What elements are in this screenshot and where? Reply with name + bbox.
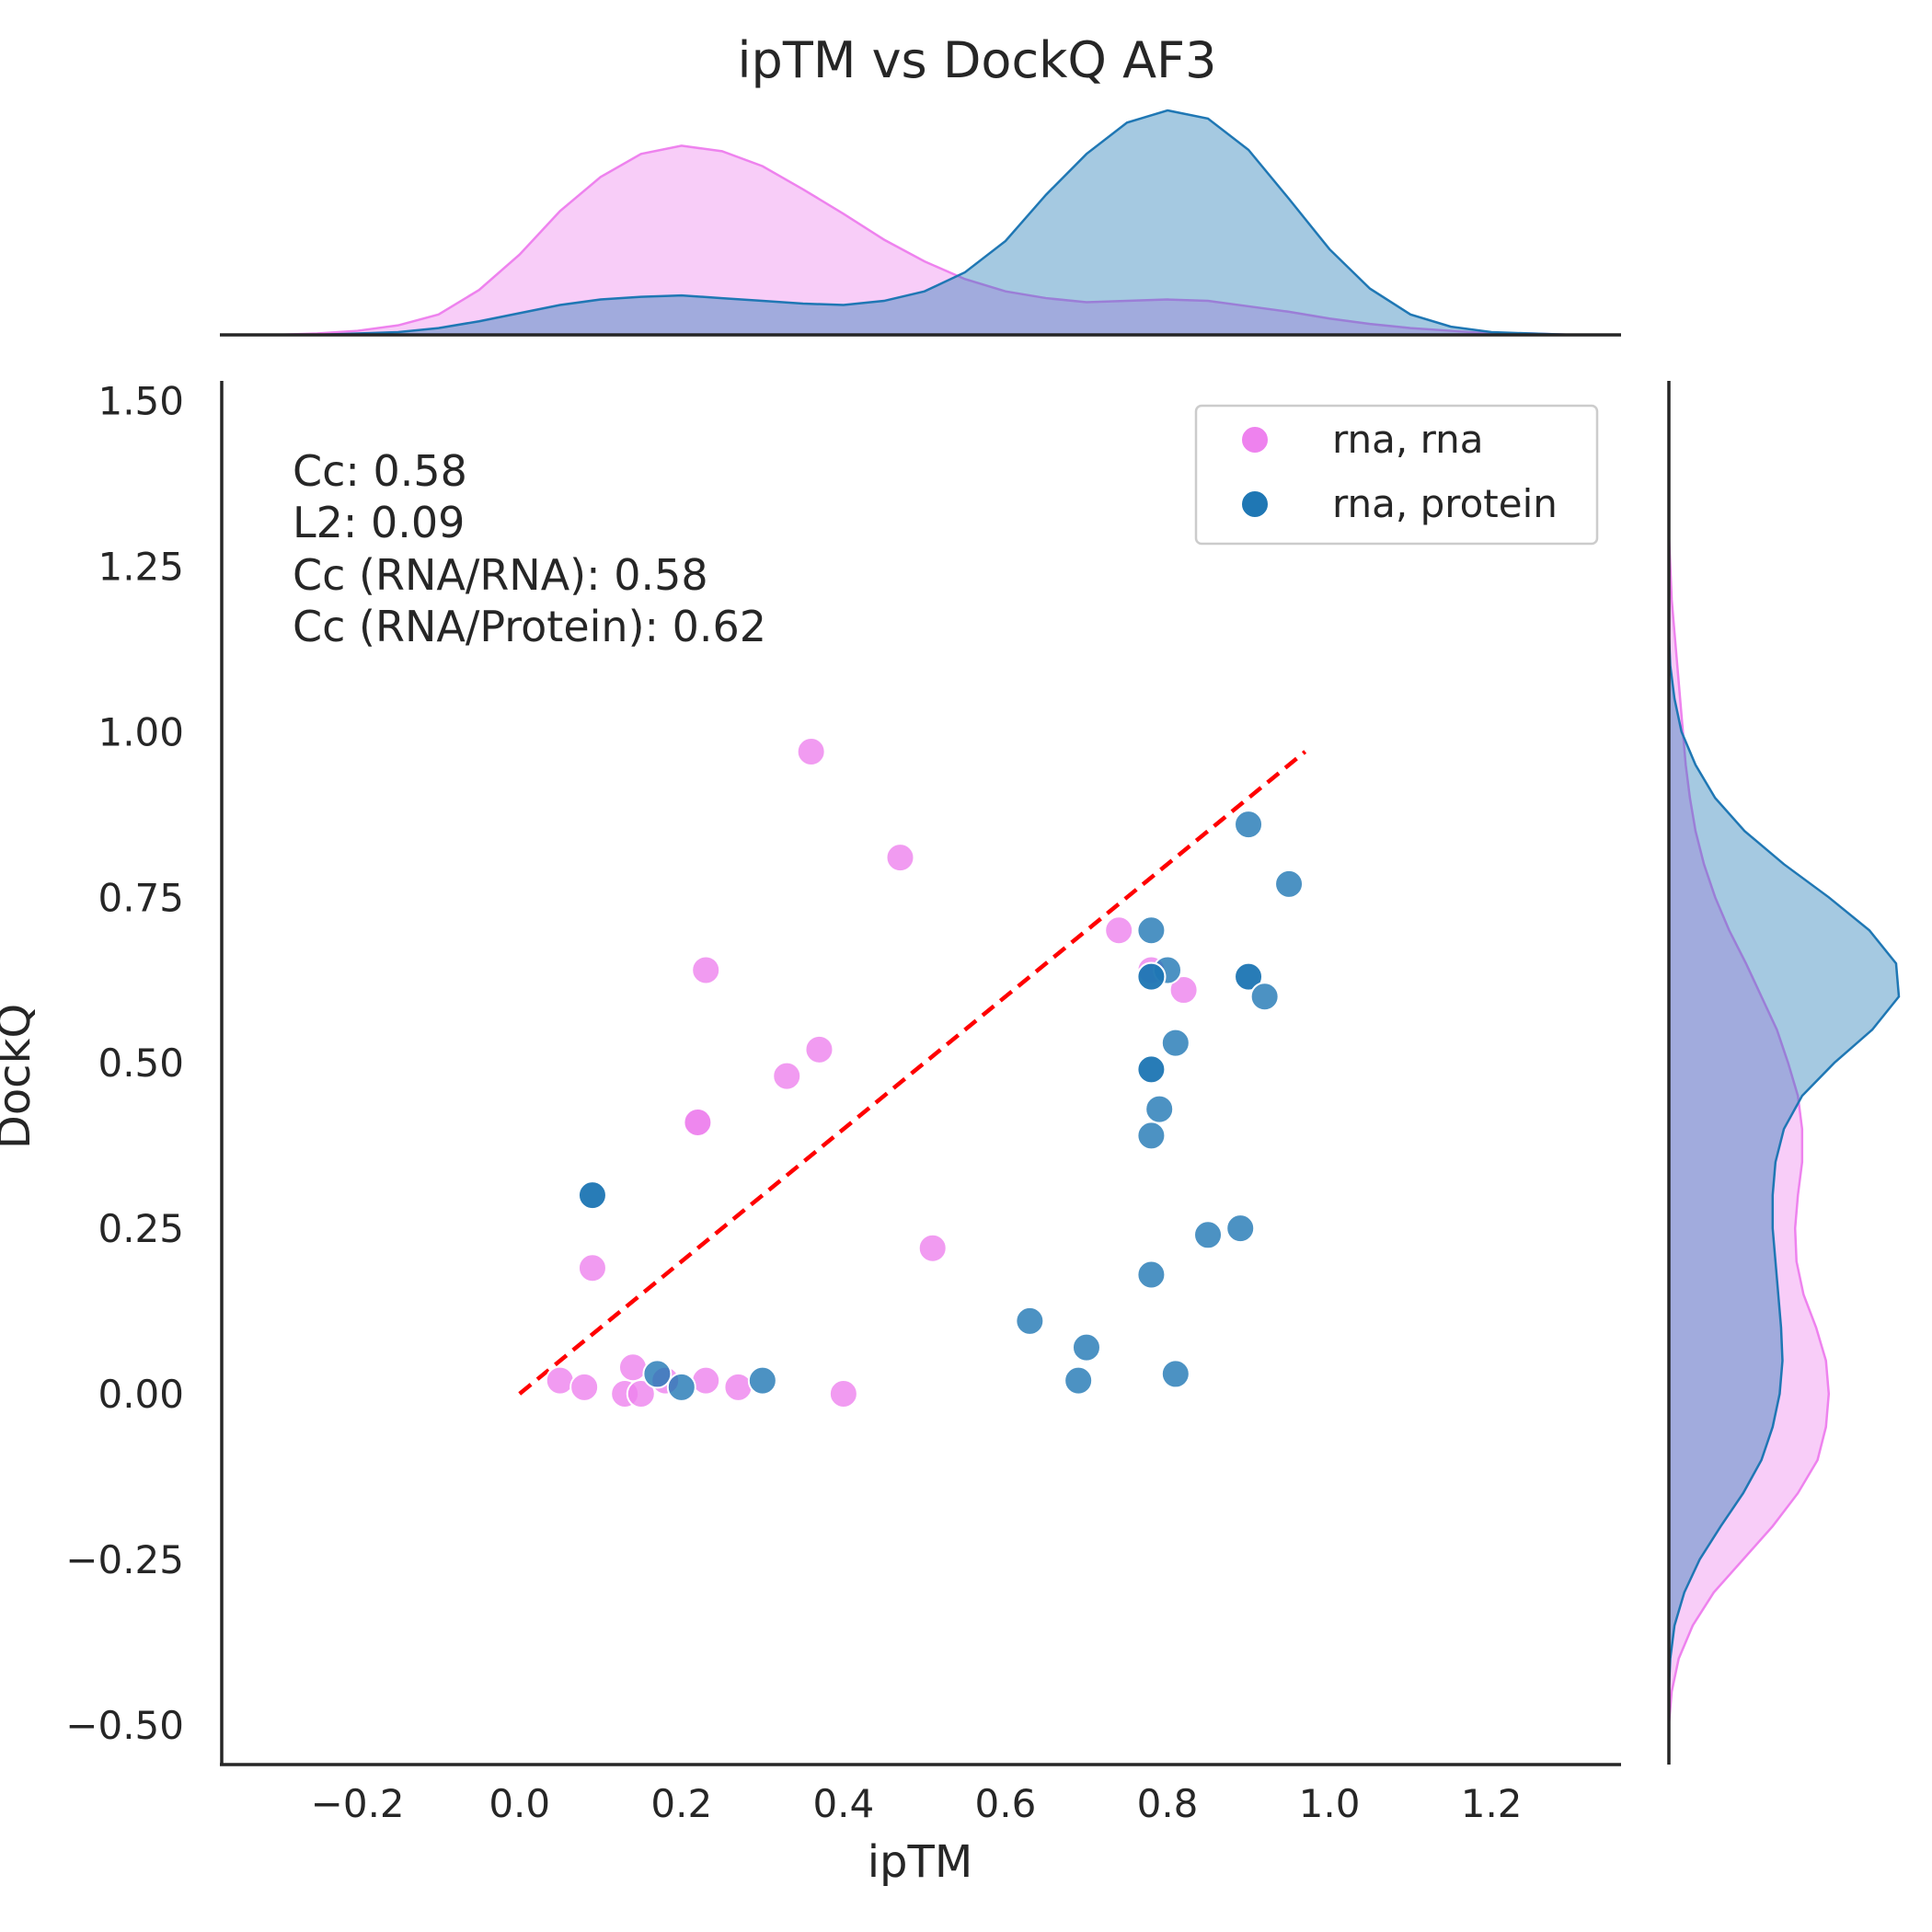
legend-label-rna-rna: rna, rna (1332, 417, 1483, 462)
x-tick-label: −0.2 (311, 1781, 405, 1826)
point-rna-rna (885, 843, 915, 873)
point-rna-rna (772, 1061, 802, 1091)
point-rna-protein (1136, 1054, 1167, 1085)
legend-marker-rna-rna (1240, 425, 1270, 454)
kde-x-rna-rna (236, 144, 1614, 337)
legend-frame (1194, 404, 1599, 546)
reference-line-group (518, 750, 1307, 1396)
y-tick-label: 1.50 (98, 379, 184, 424)
y-tick-label: 0.50 (98, 1041, 184, 1086)
point-rna-protein (666, 1372, 696, 1402)
kde-y-rna-rna (1667, 533, 1831, 1758)
legend: rna, rna rna, protein (1194, 404, 1599, 546)
annotation-cc: Cc: 0.58 (293, 446, 467, 496)
point-rna-rna (804, 1034, 834, 1064)
point-rna-rna (796, 736, 826, 766)
stats-annotation: Cc: 0.58 L2: 0.09 Cc (RNA/RNA): 0.58 Cc … (293, 446, 766, 651)
point-rna-protein (1160, 1359, 1190, 1389)
x-tick-label: 0.6 (975, 1781, 1037, 1826)
point-rna-protein (1136, 1121, 1167, 1151)
y-tick-label: 0.25 (98, 1206, 184, 1251)
point-rna-protein (642, 1359, 673, 1389)
point-rna-rna (1104, 915, 1134, 946)
point-rna-protein (1274, 868, 1305, 899)
point-rna-rna (917, 1233, 948, 1263)
point-rna-rna (577, 1253, 607, 1283)
point-rna-protein (1071, 1332, 1101, 1363)
chart-title: ipTM vs DockQ AF3 (738, 31, 1217, 89)
scatter-points (545, 736, 1305, 1409)
point-rna-protein (1225, 1213, 1256, 1244)
marginal-x-kde (236, 109, 1614, 337)
y-tick-label: −0.25 (65, 1537, 184, 1582)
x-tick-label: 1.2 (1461, 1781, 1523, 1826)
point-rna-rna (1168, 975, 1199, 1006)
x-tick-label: 0.2 (650, 1781, 712, 1826)
point-rna-rna (626, 1379, 656, 1409)
point-rna-protein (1144, 1094, 1175, 1124)
point-rna-protein (1064, 1365, 1094, 1396)
kde-x-rna-protein (236, 109, 1614, 337)
y-tick-label: −0.50 (65, 1703, 184, 1748)
kde-y-rna-protein (1667, 533, 1901, 1758)
point-rna-protein (747, 1365, 777, 1396)
y-tick-label: 1.25 (98, 544, 184, 589)
legend-marker-rna-protein (1240, 489, 1270, 519)
point-rna-rna (828, 1379, 858, 1409)
legend-label-rna-protein: rna, protein (1332, 481, 1558, 526)
y-tick-label: 0.00 (98, 1372, 184, 1417)
x-axis-ticks: −0.2 0.0 0.2 0.4 0.6 0.8 1.0 1.2 (311, 1781, 1523, 1826)
reference-line (518, 750, 1307, 1396)
annotation-l2: L2: 0.09 (293, 498, 465, 547)
x-axis-label: ipTM (868, 1836, 973, 1888)
point-rna-protein (1234, 810, 1264, 840)
y-axis-ticks: −0.50 −0.25 0.00 0.25 0.50 0.75 1.00 1.25 1.50 (65, 379, 184, 1748)
point-rna-protein (1015, 1305, 1045, 1336)
point-rna-rna (691, 1365, 721, 1396)
point-rna-protein (1249, 982, 1280, 1012)
annotation-cc-rna-protein: Cc (RNA/Protein): 0.62 (293, 602, 766, 651)
point-rna-rna (683, 1107, 713, 1137)
y-tick-label: 1.00 (98, 709, 184, 754)
x-tick-label: 0.8 (1137, 1781, 1199, 1826)
point-rna-protein (1136, 1259, 1167, 1290)
point-rna-rna (617, 1352, 648, 1383)
y-tick-label: 0.75 (98, 875, 184, 920)
point-rna-rna (723, 1372, 753, 1402)
point-rna-protein (577, 1180, 607, 1211)
point-rna-rna (691, 955, 721, 985)
y-axis-label: DockQ (0, 1004, 40, 1149)
x-tick-label: 0.0 (489, 1781, 550, 1826)
point-rna-rna (545, 1365, 575, 1396)
point-rna-protein (1136, 915, 1167, 946)
x-tick-label: 0.4 (812, 1781, 874, 1826)
point-rna-protein (1234, 961, 1264, 992)
x-tick-label: 1.0 (1299, 1781, 1361, 1826)
point-rna-rna (569, 1372, 600, 1402)
annotation-cc-rna-rna: Cc (RNA/RNA): 0.58 (293, 550, 708, 600)
point-rna-protein (1193, 1220, 1224, 1250)
point-rna-protein (1160, 1028, 1190, 1058)
marginal-y-kde (1667, 533, 1901, 1758)
point-rna-protein (1136, 961, 1167, 992)
